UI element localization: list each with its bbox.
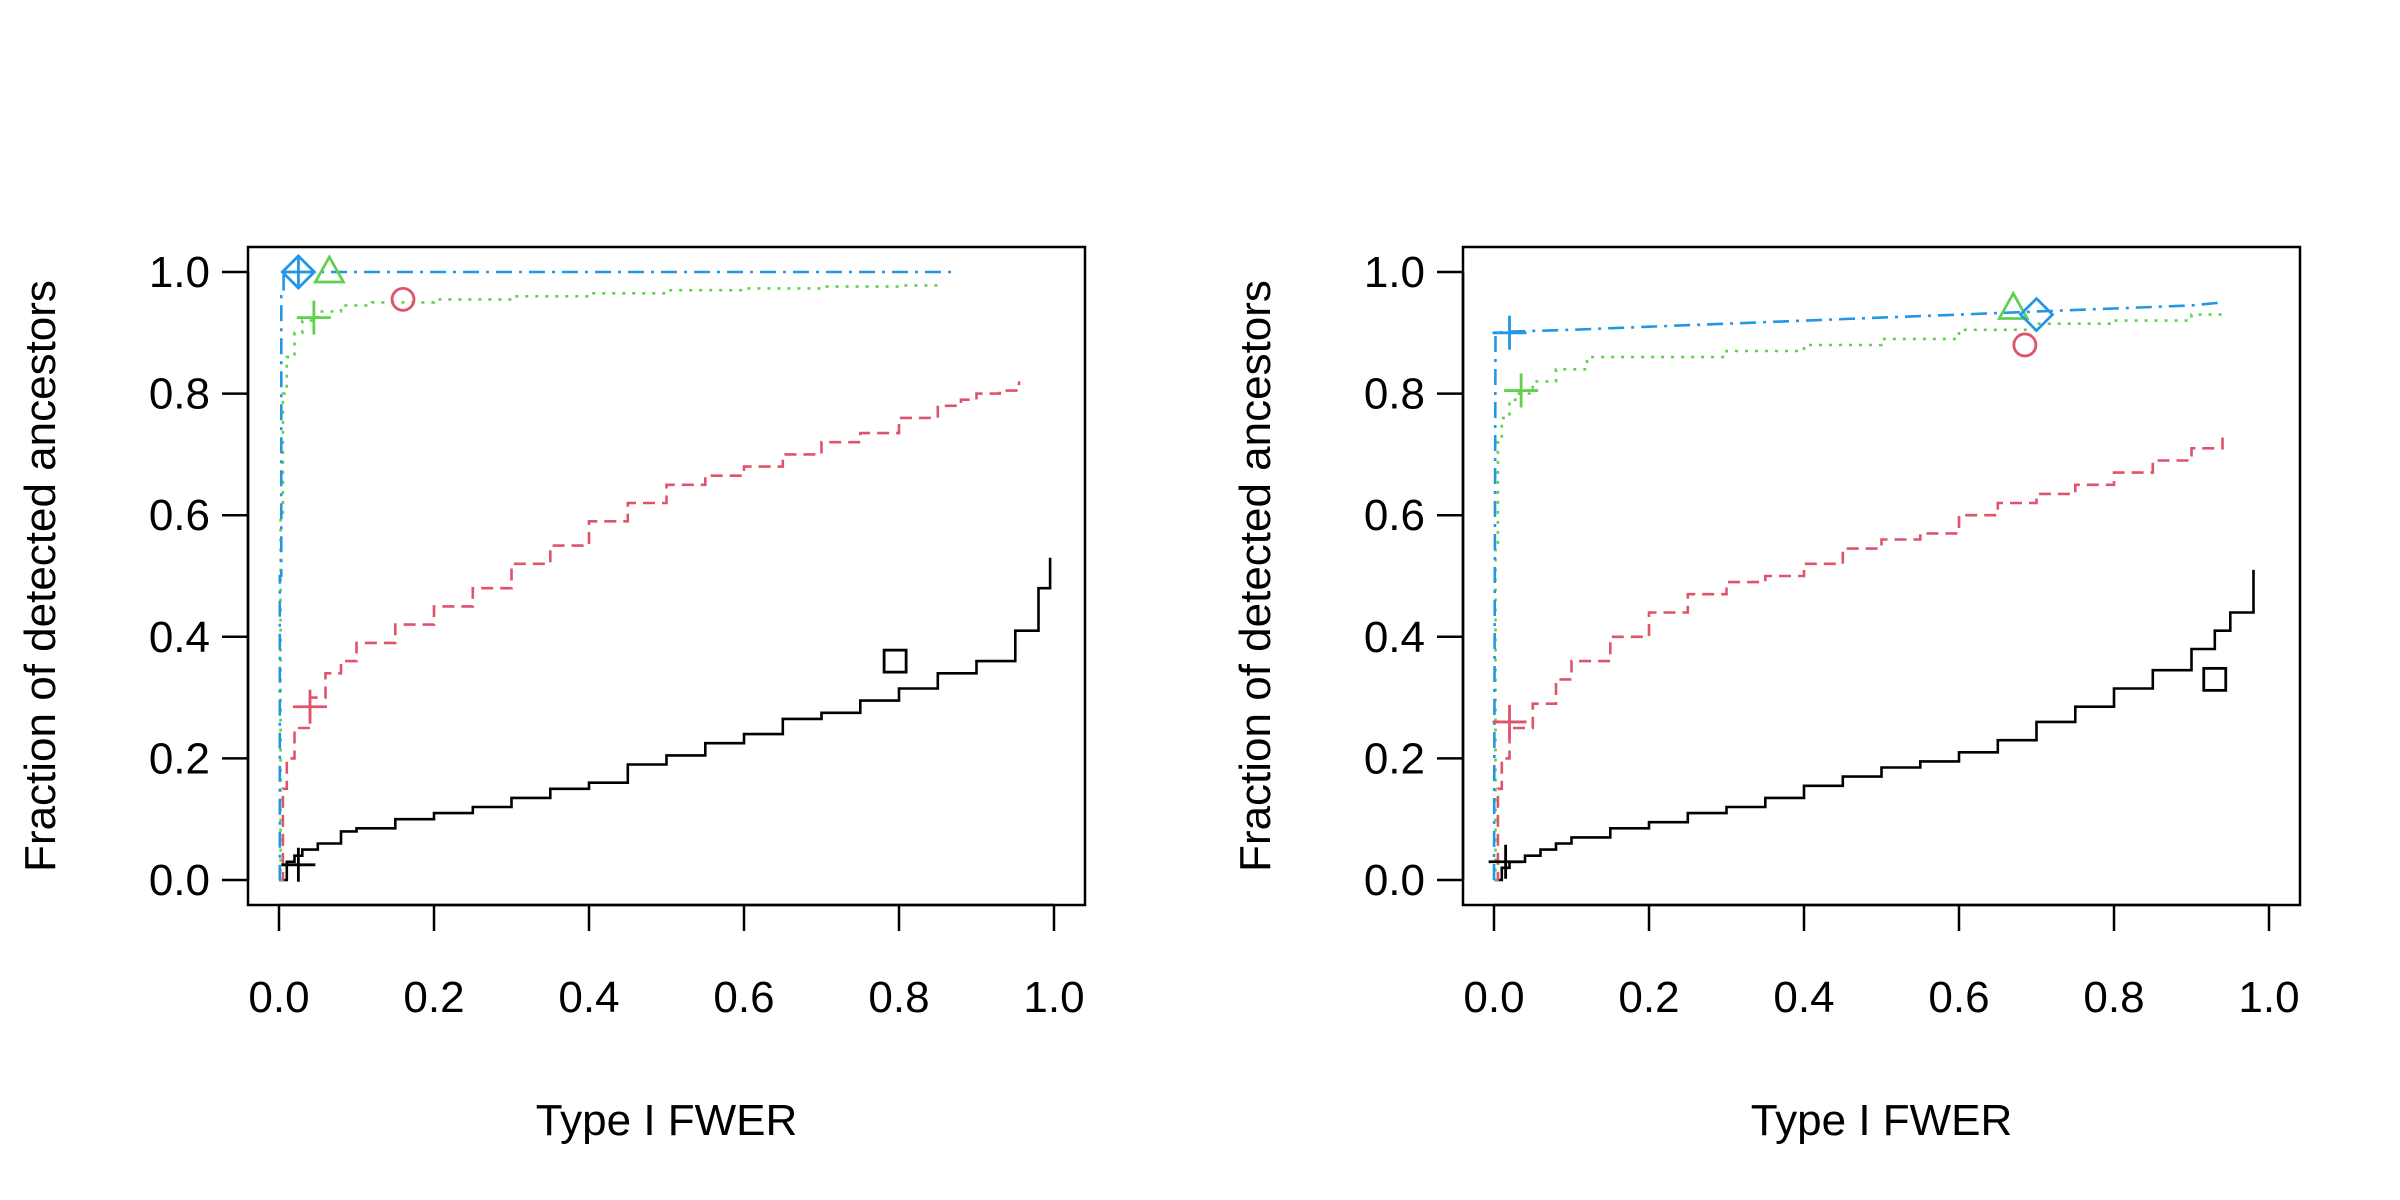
circle-marker-red (2012, 332, 2038, 358)
x-tick-label: 0.8 (868, 973, 929, 1022)
x-tick-label: 0.4 (1773, 973, 1834, 1022)
y-tick-label: 0.4 (149, 613, 210, 662)
x-axis: 0.0 0.2 0.4 0.6 0.8 1.0 (248, 903, 1085, 1022)
triangle-marker-green (1996, 290, 2030, 320)
diamond-marker-blue (280, 254, 317, 290)
series-line-black (1494, 569, 2255, 882)
y-tick-label: 1.0 (1364, 248, 1425, 297)
x-tick-label: 0.6 (1928, 973, 1989, 1022)
series-line-blue (1492, 301, 2223, 881)
y-tick-label: 0.4 (1364, 613, 1425, 662)
y-tick-label: 0.0 (1364, 856, 1425, 905)
series-line-blue (278, 270, 954, 882)
y-axis: 0.0 0.2 0.4 0.6 0.8 1.0 (1364, 248, 1465, 905)
y-axis-title: Fraction of detected ancestors (1231, 280, 1280, 872)
x-axis-title: Type I FWER (536, 1096, 798, 1145)
x-tick-label: 0.0 (248, 973, 309, 1022)
series-line-black (279, 557, 1052, 882)
y-tick-label: 0.6 (1364, 491, 1425, 540)
y-tick-label: 1.0 (149, 248, 210, 297)
series-line-green (279, 284, 940, 882)
plus-marker-black (281, 847, 316, 882)
square-marker-black (2202, 666, 2228, 692)
x-tick-label: 1.0 (1023, 973, 1084, 1022)
plus-marker-red (293, 689, 327, 724)
plus-marker-green (1504, 373, 1539, 408)
y-tick-label: 0.8 (149, 370, 210, 419)
y-axis-title: Fraction of detected ancestors (16, 280, 65, 872)
x-tick-label: 0.6 (713, 973, 774, 1022)
y-tick-label: 0.2 (1364, 734, 1425, 783)
series-line-red (279, 381, 1021, 882)
y-tick-label: 0.8 (1364, 370, 1425, 419)
plus-marker-blue (281, 255, 316, 289)
series-line-green (1494, 308, 2224, 882)
plus-marker-blue (1492, 315, 1527, 350)
triangle-marker-green (312, 254, 346, 284)
y-tick-label: 0.0 (149, 856, 210, 905)
x-tick-label: 0.8 (2083, 973, 2144, 1022)
plus-marker-black (1488, 844, 1523, 879)
x-tick-label: 0.2 (403, 973, 464, 1022)
x-axis-title: Type I FWER (1751, 1096, 2013, 1145)
x-tick-label: 0.0 (1463, 973, 1524, 1022)
y-axis: 0.0 0.2 0.4 0.6 0.8 1.0 (149, 248, 250, 905)
plus-marker-green (296, 300, 331, 335)
plus-marker-red (1492, 704, 1527, 739)
diamond-marker-blue (2018, 296, 2055, 333)
square-marker-black (882, 648, 908, 674)
plot-frame (246, 245, 1087, 907)
series-line-red (1494, 436, 2224, 882)
y-tick-label: 0.2 (149, 734, 210, 783)
x-tick-label: 0.2 (1618, 973, 1679, 1022)
x-tick-label: 1.0 (2238, 973, 2299, 1022)
x-tick-label: 0.4 (558, 973, 619, 1022)
x-axis: 0.0 0.2 0.4 0.6 0.8 1.0 (1463, 903, 2300, 1022)
y-tick-label: 0.6 (149, 491, 210, 540)
circle-marker-red (390, 286, 416, 312)
